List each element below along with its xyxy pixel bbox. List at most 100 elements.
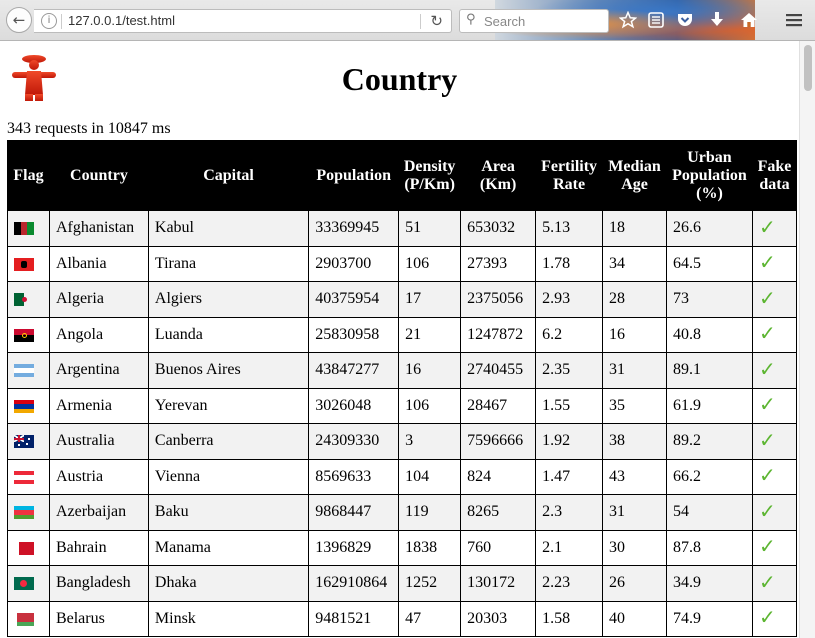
capital-cell: Minsk xyxy=(147,600,310,637)
header-median-age[interactable]: Median Age xyxy=(602,140,667,211)
population-cell: 2903700 xyxy=(308,245,400,282)
capital-cell: Yerevan xyxy=(147,387,310,424)
fake-data-cell: ✓ xyxy=(751,352,798,389)
header-fake-data[interactable]: Fake data xyxy=(751,140,798,211)
urban-cell: 66.2 xyxy=(666,458,753,495)
flag-al-icon xyxy=(14,257,34,271)
population-cell: 3026048 xyxy=(308,387,400,424)
area-cell: 28467 xyxy=(460,387,537,424)
density-cell: 21 xyxy=(398,316,462,353)
checkmark-icon: ✓ xyxy=(758,321,776,346)
median-age-cell: 18 xyxy=(602,210,667,247)
flag-ao-icon xyxy=(14,328,34,342)
reload-icon[interactable]: ↻ xyxy=(430,12,443,30)
table-row: Austria Vienna 8569633 104 824 1.47 43 66.2 ✓ xyxy=(7,458,798,495)
median-age-cell: 40 xyxy=(602,600,667,637)
header-flag[interactable]: Flag xyxy=(7,140,50,211)
header-population[interactable]: Population xyxy=(308,140,400,211)
scrollbar-thumb[interactable] xyxy=(804,45,812,91)
capital-cell: Baku xyxy=(147,494,310,531)
fake-data-cell: ✓ xyxy=(751,565,798,602)
address-separator-right xyxy=(420,14,421,29)
density-cell: 17 xyxy=(398,281,462,318)
back-button[interactable]: ← xyxy=(6,7,32,33)
reading-list-icon[interactable] xyxy=(645,9,667,31)
density-cell: 106 xyxy=(398,387,462,424)
urban-cell: 26.6 xyxy=(666,210,753,247)
fake-data-cell: ✓ xyxy=(751,281,798,318)
checkmark-icon: ✓ xyxy=(758,285,776,310)
header-density[interactable]: Density (P/Km) xyxy=(398,140,462,211)
home-icon[interactable] xyxy=(738,9,760,31)
bookmark-star-icon[interactable] xyxy=(617,9,639,31)
area-cell: 2740455 xyxy=(460,352,537,389)
country-cell: Australia xyxy=(48,423,149,460)
flag-cell xyxy=(7,529,50,566)
search-input[interactable] xyxy=(484,13,602,29)
flag-cell xyxy=(7,245,50,282)
area-cell: 130172 xyxy=(460,565,537,602)
menu-icon[interactable] xyxy=(783,9,805,31)
population-cell: 33369945 xyxy=(308,210,400,247)
flag-cell xyxy=(7,281,50,318)
search-box[interactable]: ⚲ xyxy=(459,9,609,33)
flag-cell xyxy=(7,600,50,637)
header-area[interactable]: Area (Km) xyxy=(460,140,537,211)
back-arrow-icon: ← xyxy=(12,11,26,29)
fake-data-cell: ✓ xyxy=(751,529,798,566)
urban-cell: 64.5 xyxy=(666,245,753,282)
fertility-cell: 2.93 xyxy=(535,281,604,318)
country-cell: Austria xyxy=(48,458,149,495)
flag-cell xyxy=(7,210,50,247)
capital-cell: Algiers xyxy=(147,281,310,318)
country-cell: Azerbaijan xyxy=(48,494,149,531)
urban-cell: 34.9 xyxy=(666,565,753,602)
address-url[interactable]: 127.0.0.1/test.html xyxy=(68,13,175,28)
density-cell: 16 xyxy=(398,352,462,389)
download-icon[interactable] xyxy=(706,9,728,31)
header-country[interactable]: Country xyxy=(48,140,149,211)
checkmark-icon: ✓ xyxy=(758,250,776,275)
fertility-cell: 1.78 xyxy=(535,245,604,282)
urban-cell: 61.9 xyxy=(666,387,753,424)
area-cell: 20303 xyxy=(460,600,537,637)
capital-cell: Kabul xyxy=(147,210,310,247)
median-age-cell: 35 xyxy=(602,387,667,424)
area-cell: 1247872 xyxy=(460,316,537,353)
ampelmann-logo-icon xyxy=(10,53,58,103)
median-age-cell: 43 xyxy=(602,458,667,495)
flag-at-icon xyxy=(14,470,34,484)
header-capital[interactable]: Capital xyxy=(147,140,310,211)
country-cell: Afghanistan xyxy=(48,210,149,247)
table-row: Bahrain Manama 1396829 1838 760 2.1 30 87.8 ✓ xyxy=(7,529,798,566)
median-age-cell: 16 xyxy=(602,316,667,353)
flag-bd-icon xyxy=(14,577,34,591)
flag-au-icon xyxy=(14,435,34,449)
header-urban-population[interactable]: Urban Population (%) xyxy=(666,140,753,211)
fertility-cell: 1.55 xyxy=(535,387,604,424)
population-cell: 25830958 xyxy=(308,316,400,353)
fertility-cell: 2.35 xyxy=(535,352,604,389)
density-cell: 47 xyxy=(398,600,462,637)
density-cell: 3 xyxy=(398,423,462,460)
flag-cell xyxy=(7,458,50,495)
address-bar[interactable]: i 127.0.0.1/test.html ↻ xyxy=(34,9,452,33)
density-cell: 1252 xyxy=(398,565,462,602)
flag-am-icon xyxy=(14,399,34,413)
checkmark-icon: ✓ xyxy=(758,356,776,381)
fake-data-cell: ✓ xyxy=(751,423,798,460)
urban-cell: 74.9 xyxy=(666,600,753,637)
pocket-icon[interactable] xyxy=(674,9,696,31)
header-fertility-rate[interactable]: Fertility Rate xyxy=(535,140,604,211)
vertical-scrollbar[interactable] xyxy=(799,41,815,638)
country-cell: Belarus xyxy=(48,600,149,637)
population-cell: 9868447 xyxy=(308,494,400,531)
table-body: Afghanistan Kabul 33369945 51 653032 5.13 18 26… xyxy=(7,210,798,637)
capital-cell: Vienna xyxy=(147,458,310,495)
population-cell: 40375954 xyxy=(308,281,400,318)
table-row: Belarus Minsk 9481521 47 20303 1.58 40 74.9 ✓ xyxy=(7,600,798,637)
fake-data-cell: ✓ xyxy=(751,458,798,495)
info-icon[interactable]: i xyxy=(41,13,57,29)
checkmark-icon: ✓ xyxy=(758,605,776,630)
search-icon: ⚲ xyxy=(466,12,476,27)
